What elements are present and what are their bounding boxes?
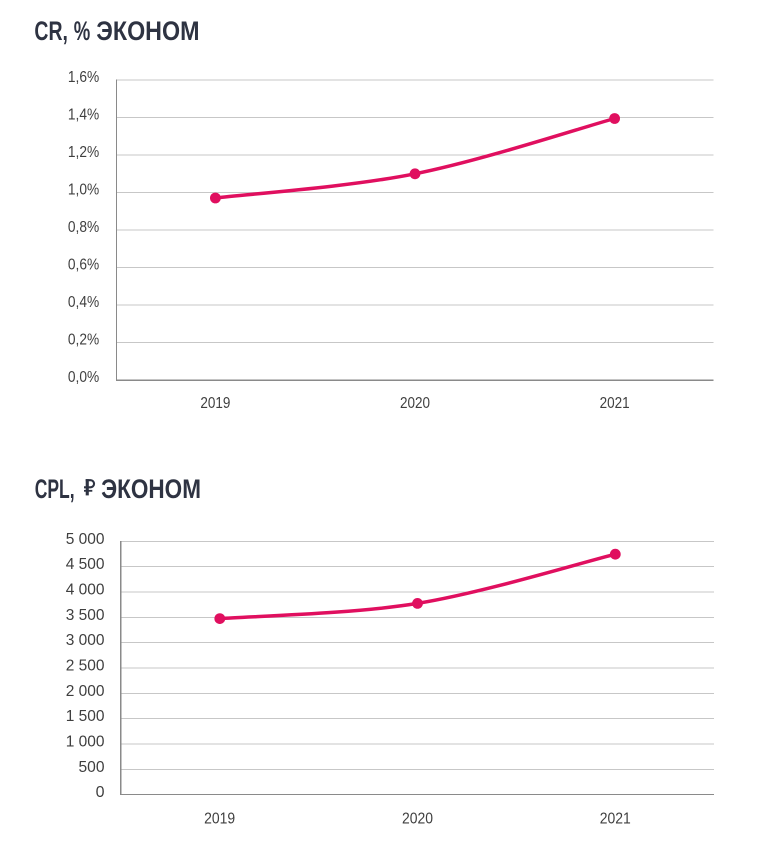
svg-text:2020: 2020 [400, 395, 430, 412]
svg-text:2019: 2019 [204, 811, 235, 828]
svg-text:4 500: 4 500 [66, 556, 105, 573]
svg-text:0,4%: 0,4% [68, 294, 99, 311]
svg-text:3 500: 3 500 [66, 607, 105, 624]
svg-text:2 000: 2 000 [66, 683, 105, 700]
svg-text:%: % [74, 16, 91, 46]
svg-text:2019: 2019 [200, 395, 230, 412]
svg-text:0,2%: 0,2% [68, 332, 99, 349]
svg-text:4 000: 4 000 [66, 582, 105, 599]
svg-text:1,4%: 1,4% [68, 106, 99, 123]
svg-text:5 000: 5 000 [66, 531, 105, 548]
svg-text:0,0%: 0,0% [68, 369, 99, 386]
svg-text:3 000: 3 000 [66, 632, 105, 649]
svg-text:0,8%: 0,8% [68, 219, 99, 236]
svg-text:2021: 2021 [600, 811, 631, 828]
svg-text:2020: 2020 [402, 811, 433, 828]
svg-text:2021: 2021 [600, 395, 630, 412]
svg-text:2 500: 2 500 [66, 658, 105, 675]
svg-text:1,0%: 1,0% [68, 182, 99, 199]
svg-text:ЭКОНОМ: ЭКОНОМ [101, 474, 201, 504]
svg-text:CR,: CR, [34, 16, 68, 46]
svg-text:1,6%: 1,6% [68, 69, 99, 86]
svg-text:1 500: 1 500 [66, 708, 105, 725]
svg-text:1 000: 1 000 [66, 734, 105, 751]
svg-text:500: 500 [79, 759, 105, 776]
svg-text:0: 0 [96, 784, 105, 801]
svg-text:CPL,: CPL, [35, 474, 75, 504]
svg-text:1,2%: 1,2% [68, 144, 99, 161]
svg-text:ЭКОНОМ: ЭКОНОМ [96, 16, 199, 46]
svg-text:0,6%: 0,6% [68, 257, 99, 274]
